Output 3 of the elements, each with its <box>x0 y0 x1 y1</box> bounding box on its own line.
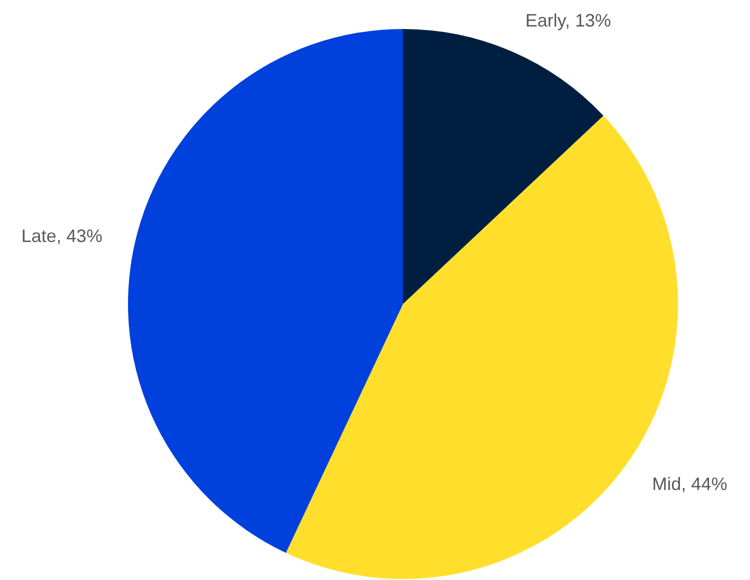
slice-label: Mid, 44% <box>652 474 728 494</box>
slice-label: Early, 13% <box>525 10 612 30</box>
slice-label: Late, 43% <box>21 226 102 246</box>
